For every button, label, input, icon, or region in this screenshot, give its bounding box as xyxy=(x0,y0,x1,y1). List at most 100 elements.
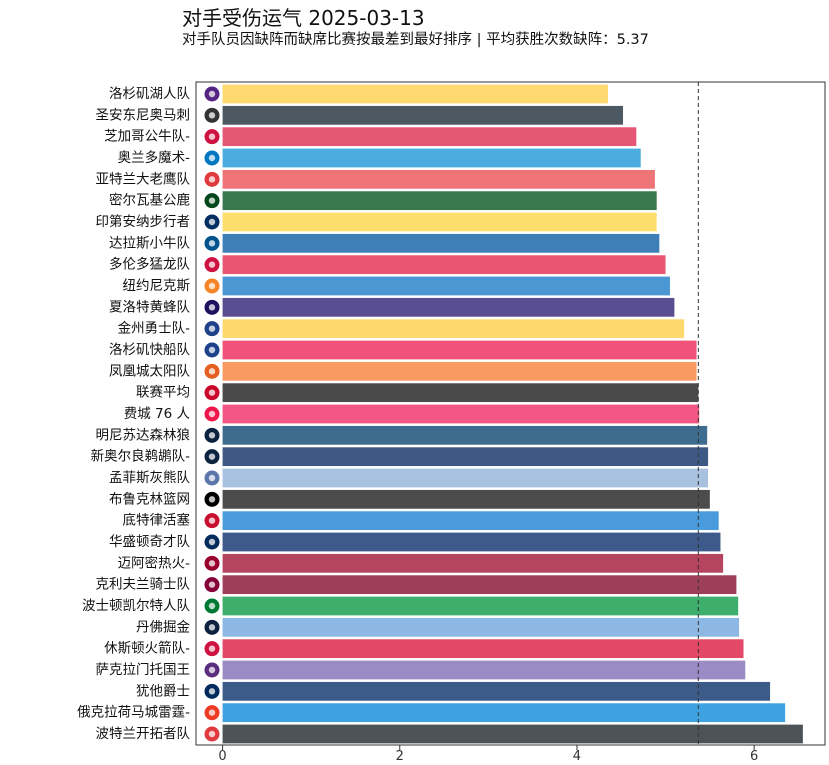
pacers-logo-icon xyxy=(204,214,220,230)
bar xyxy=(222,212,657,232)
chart-title: 对手受伤运气 2025-03-13 xyxy=(182,6,425,30)
bar xyxy=(222,511,719,531)
bar xyxy=(222,383,699,403)
bar xyxy=(222,703,786,723)
category-label: 布鲁克林篮网 xyxy=(109,491,190,507)
heat-logo-icon xyxy=(204,555,220,571)
bulls-logo-icon xyxy=(204,129,220,145)
category-label: 俄克拉荷马城雷霆- xyxy=(77,705,190,721)
bar xyxy=(222,276,670,296)
x-tick-label: 6 xyxy=(750,749,758,764)
blazers-logo-icon xyxy=(204,726,220,742)
x-tick-label: 0 xyxy=(218,749,226,764)
bar xyxy=(222,148,641,168)
nba-logo-icon xyxy=(204,385,220,401)
category-label: 达拉斯小牛队 xyxy=(109,235,190,251)
jazz-logo-icon xyxy=(204,683,220,699)
category-label: 奥兰多魔术- xyxy=(118,149,190,166)
bars-layer xyxy=(222,84,803,744)
bar xyxy=(222,681,771,701)
category-label: 底特律活塞 xyxy=(123,512,191,529)
nuggets-logo-icon xyxy=(204,619,220,635)
x-tick-label: 2 xyxy=(396,749,404,764)
grizzlies-logo-icon xyxy=(204,470,220,486)
clippers-logo-icon xyxy=(204,342,220,358)
category-label: 联赛平均 xyxy=(136,385,190,401)
wizards-logo-icon xyxy=(204,534,220,550)
category-label: 明尼苏达森林狼 xyxy=(96,427,191,443)
category-label: 新奥尔良鹈鹕队- xyxy=(91,448,190,465)
raptors-logo-icon xyxy=(204,257,220,273)
pistons-logo-icon xyxy=(204,513,220,529)
category-label: 多伦多猛龙队 xyxy=(109,256,190,273)
bar xyxy=(222,596,739,616)
nets-logo-icon xyxy=(204,491,220,507)
bar xyxy=(222,169,655,189)
bar xyxy=(222,191,657,211)
bar xyxy=(222,84,608,104)
cavaliers-logo-icon xyxy=(204,577,220,593)
category-label: 凤凰城太阳队 xyxy=(109,363,190,379)
magic-logo-icon xyxy=(204,150,220,166)
bar xyxy=(222,468,709,488)
rockets-logo-icon xyxy=(204,641,220,657)
category-label: 克利夫兰骑士队 xyxy=(96,577,191,593)
bar xyxy=(222,724,803,744)
bar xyxy=(222,617,740,637)
category-label: 芝加哥公牛队- xyxy=(104,129,190,145)
bar xyxy=(222,361,697,381)
plot-frame xyxy=(195,81,826,746)
76ers-logo-icon xyxy=(204,406,220,422)
category-label: 费城 76 人 xyxy=(124,406,191,422)
category-label: 金州勇士队- xyxy=(118,321,190,337)
category-label: 洛杉矶快船队 xyxy=(109,342,190,358)
bar xyxy=(222,319,685,339)
bar xyxy=(222,297,675,317)
category-label: 印第安纳步行者 xyxy=(96,213,191,230)
x-axis: 0 2 4 6 xyxy=(218,745,758,764)
bar xyxy=(222,105,624,125)
warriors-logo-icon xyxy=(204,321,220,337)
category-label: 波特兰开拓者队 xyxy=(96,726,191,742)
celtics-logo-icon xyxy=(204,598,220,614)
hawks-logo-icon xyxy=(204,171,220,187)
category-label: 洛杉矶湖人队 xyxy=(109,86,190,102)
bar xyxy=(222,660,746,680)
suns-logo-icon xyxy=(204,363,220,379)
category-label: 华盛顿奇才队 xyxy=(109,533,190,550)
bar xyxy=(222,127,637,147)
pelicans-logo-icon xyxy=(204,449,220,465)
category-label: 犹他爵士 xyxy=(136,683,190,699)
category-label: 萨克拉门托国王 xyxy=(96,662,191,678)
kings-logo-icon xyxy=(204,662,220,678)
category-label: 亚特兰大老鹰队 xyxy=(96,171,191,187)
category-label: 纽约尼克斯 xyxy=(123,278,191,294)
hornets-logo-icon xyxy=(204,299,220,315)
category-label: 孟菲斯灰熊队 xyxy=(109,470,190,486)
bar xyxy=(222,255,666,275)
x-tick-label: 4 xyxy=(573,749,581,764)
bar xyxy=(222,489,710,509)
bar xyxy=(222,639,744,659)
bucks-logo-icon xyxy=(204,193,220,209)
bar xyxy=(222,340,697,360)
spurs-logo-icon xyxy=(204,107,220,123)
chart-subtitle: 对手队员因缺阵而缺席比赛按最差到最好排序 | 平均获胜次数缺阵：5.37 xyxy=(182,32,649,48)
bar xyxy=(222,404,700,424)
bar xyxy=(222,447,709,467)
bar xyxy=(222,553,724,573)
lakers-logo-icon xyxy=(204,86,220,102)
category-label: 圣安东尼奥马刺 xyxy=(96,106,191,123)
bar xyxy=(222,233,660,253)
bar xyxy=(222,425,708,445)
category-label: 休斯顿火箭队- xyxy=(104,640,190,657)
bar xyxy=(222,532,721,552)
category-label: 夏洛特黄蜂队 xyxy=(109,299,190,315)
category-label: 密尔瓦基公鹿 xyxy=(109,192,190,209)
category-label: 丹佛掘金 xyxy=(136,619,190,635)
knicks-logo-icon xyxy=(204,278,220,294)
bar xyxy=(222,575,737,595)
timberwolves-logo-icon xyxy=(204,427,220,443)
